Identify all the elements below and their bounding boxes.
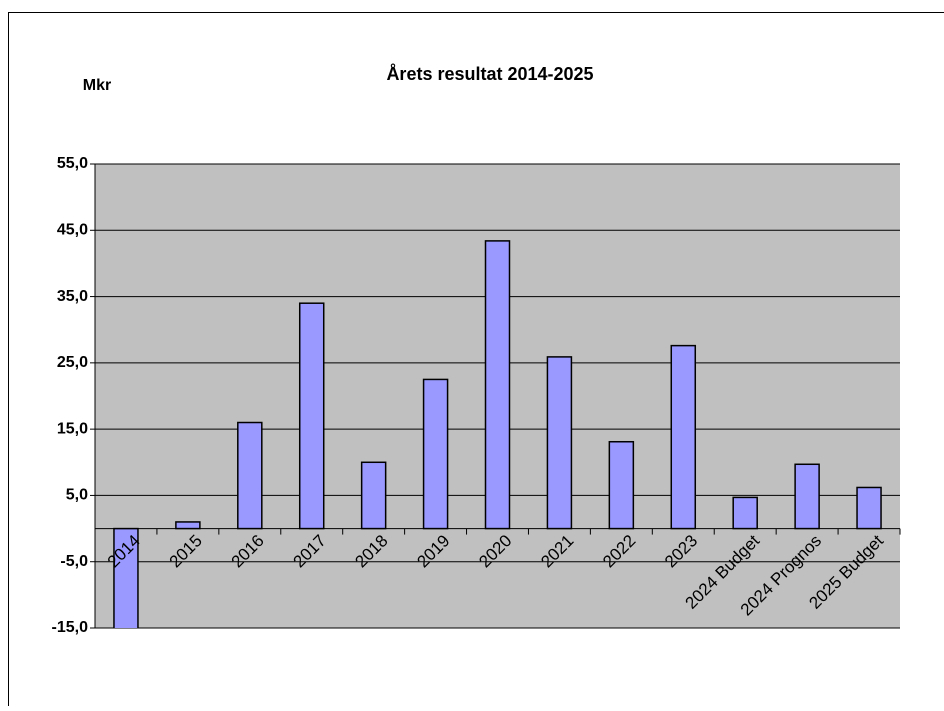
bar xyxy=(608,440,635,530)
y-axis-label: Mkr xyxy=(83,77,111,94)
bar xyxy=(670,344,697,530)
y-tick-label: -15,0 xyxy=(52,619,89,636)
y-tick-label: 5,0 xyxy=(66,487,88,504)
y-tick-label: 15,0 xyxy=(57,420,88,437)
y-tick-label: 35,0 xyxy=(57,288,88,305)
bar xyxy=(546,356,573,530)
bar xyxy=(856,486,882,530)
y-tick-label: -5,0 xyxy=(60,553,88,570)
chart-title: Årets resultat 2014-2025 xyxy=(386,64,593,84)
bar xyxy=(298,302,325,530)
bar xyxy=(794,463,820,530)
bar xyxy=(484,240,511,530)
bar xyxy=(360,461,387,530)
y-tick-label: 55,0 xyxy=(57,155,88,172)
bar xyxy=(732,496,758,530)
bar xyxy=(113,527,139,628)
bar xyxy=(175,521,201,530)
y-tick-label: 25,0 xyxy=(57,354,88,371)
bar xyxy=(237,421,263,530)
bars xyxy=(113,240,882,628)
y-tick-label: 45,0 xyxy=(57,222,88,239)
bar xyxy=(422,378,449,530)
